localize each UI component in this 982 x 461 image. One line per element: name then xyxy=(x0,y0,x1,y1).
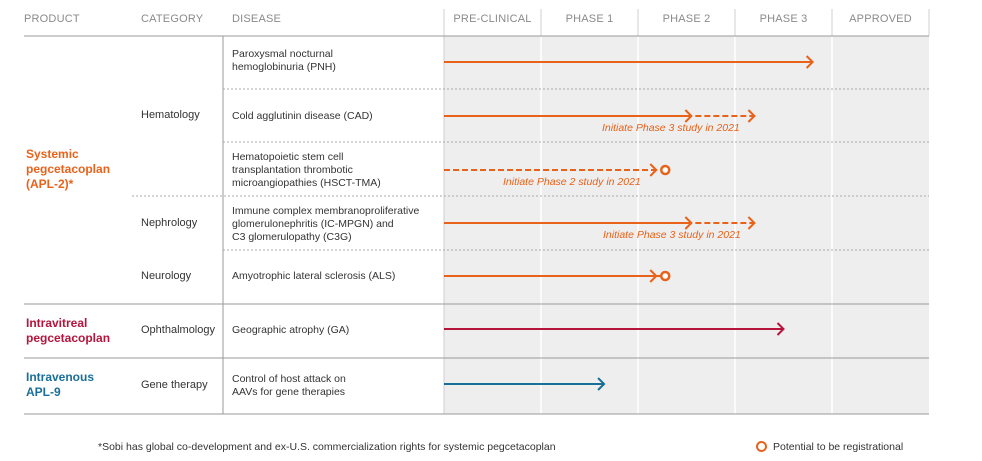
disease-line: microangiopathies (HSCT-TMA) xyxy=(232,177,381,189)
disease-pnh: Paroxysmal nocturnal hemoglobinuria (PNH… xyxy=(232,48,336,74)
footnote: *Sobi has global co-development and ex-U… xyxy=(98,441,556,453)
phase-band xyxy=(444,36,929,414)
disease-line: Hematopoietic stem cell xyxy=(232,151,344,163)
product-intravenous: Intravenous APL-9 xyxy=(26,370,94,400)
registrational-marker xyxy=(660,164,671,176)
arrow-head xyxy=(684,216,693,230)
disease-ic-mpgn-c3g: Immune complex membranoproliferative glo… xyxy=(232,205,419,244)
header-phase-3: PHASE 3 xyxy=(759,13,808,25)
arrow-head xyxy=(747,109,756,123)
disease-line: Amyotrophic lateral sclerosis (ALS) xyxy=(232,270,396,282)
disease-line: glomerulonephritis (IC-MPGN) and xyxy=(232,218,394,230)
disease-cad: Cold agglutinin disease (CAD) xyxy=(232,110,373,123)
header-phase-1: PHASE 1 xyxy=(565,13,614,25)
disease-line: transplantation thrombotic xyxy=(232,164,353,176)
arrow-head xyxy=(805,55,815,69)
category-gene-therapy: Gene therapy xyxy=(141,379,208,391)
disease-line: C3 glomerulopathy (C3G) xyxy=(232,231,352,243)
category-nephrology: Nephrology xyxy=(141,217,198,229)
disease-line: Paroxysmal nocturnal xyxy=(232,48,333,60)
product-name-line: APL-9 xyxy=(26,385,61,399)
disease-gene-therapy: Control of host attack on AAVs for gene … xyxy=(232,373,346,399)
product-systemic: Systemic pegcetacoplan (APL-2)* xyxy=(26,147,110,192)
arrow-head xyxy=(684,109,693,123)
arrow-head xyxy=(747,216,756,230)
disease-line: Geographic atrophy (GA) xyxy=(232,324,350,336)
product-name-line: (APL-2)* xyxy=(26,177,74,191)
header-disease: DISEASE xyxy=(232,13,282,25)
legend-label: Potential to be registrational xyxy=(773,441,904,453)
arrow-head xyxy=(597,377,606,391)
header-product: PRODUCT xyxy=(24,13,80,25)
disease-line: hemoglobinuria (PNH) xyxy=(232,61,336,73)
registrational-legend-icon xyxy=(756,441,767,452)
arrow-head xyxy=(649,269,658,283)
disease-line: Control of host attack on xyxy=(232,373,346,385)
product-name-line: Systemic xyxy=(26,147,79,161)
disease-line: AAVs for gene therapies xyxy=(232,386,346,398)
arrow-head xyxy=(649,163,658,177)
header-phase-preclinical: PRE-CLINICAL xyxy=(453,13,532,25)
registrational-marker xyxy=(660,270,671,282)
header-phase-approved: APPROVED xyxy=(849,13,912,25)
header-category: CATEGORY xyxy=(141,13,204,25)
note-cad: Initiate Phase 3 study in 2021 xyxy=(602,122,740,134)
note-hsct-tma: Initiate Phase 2 study in 2021 xyxy=(503,176,641,188)
disease-line: Immune complex membranoproliferative xyxy=(232,205,420,217)
header-phase-2: PHASE 2 xyxy=(662,13,711,25)
product-intravitreal: Intravitreal pegcetacoplan xyxy=(26,316,110,346)
disease-hsct-tma: Hematopoietic stem cell transplantation … xyxy=(232,151,381,190)
category-neurology: Neurology xyxy=(141,270,192,282)
arrow-head xyxy=(776,322,785,336)
category-ophthalmology: Ophthalmology xyxy=(141,324,215,336)
product-name-line: pegcetacoplan xyxy=(26,162,111,176)
product-name-line: Intravitreal xyxy=(26,316,88,330)
disease-line: Cold agglutinin disease (CAD) xyxy=(232,110,373,122)
product-name-line: Intravenous xyxy=(26,370,95,384)
note-ic-mpgn: Initiate Phase 3 study in 2021 xyxy=(603,229,741,241)
disease-ga: Geographic atrophy (GA) xyxy=(232,324,349,337)
disease-als: Amyotrophic lateral sclerosis (ALS) xyxy=(232,270,395,283)
product-name-line: pegcetacoplan xyxy=(26,331,111,345)
category-hematology: Hematology xyxy=(141,109,200,121)
